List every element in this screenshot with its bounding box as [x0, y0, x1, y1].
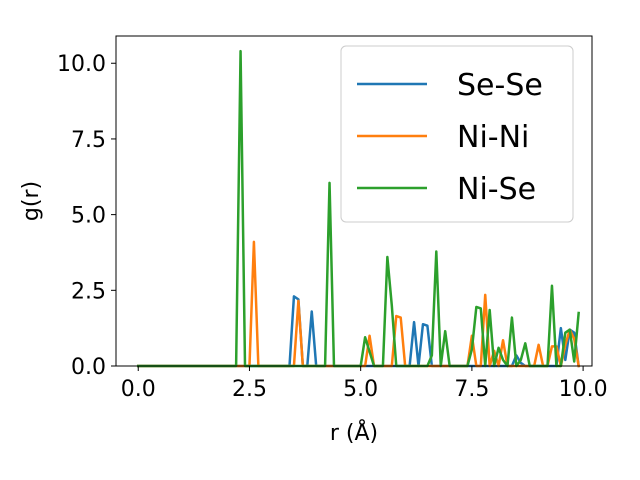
x-tick-label: 0.0 [121, 377, 156, 402]
x-axis: 0.0 2.5 5.0 7.5 10.0 [121, 366, 608, 402]
y-axis: 0.0 2.5 5.0 7.5 10.0 [57, 52, 116, 380]
x-axis-label: r (Å) [330, 419, 378, 446]
legend-label: Ni-Se [457, 172, 536, 207]
y-tick-label: 2.5 [71, 279, 106, 304]
plot-frame [115, 35, 593, 367]
x-tick-label: 10.0 [559, 377, 608, 402]
legend-box [340, 45, 574, 223]
legend-label: Se-Se [457, 68, 543, 103]
y-tick-label: 7.5 [71, 128, 106, 153]
x-tick-label: 2.5 [232, 377, 267, 402]
y-axis-label: g(r) [19, 181, 44, 221]
x-tick-label: 5.0 [343, 377, 378, 402]
x-tick-label: 7.5 [454, 377, 489, 402]
y-tick-label: 10.0 [57, 52, 106, 77]
legend: Se-Se Ni-Ni Ni-Se [340, 45, 574, 223]
y-tick-label: 5.0 [71, 204, 106, 229]
legend-label: Ni-Ni [457, 120, 529, 155]
y-tick-label: 0.0 [71, 355, 106, 380]
